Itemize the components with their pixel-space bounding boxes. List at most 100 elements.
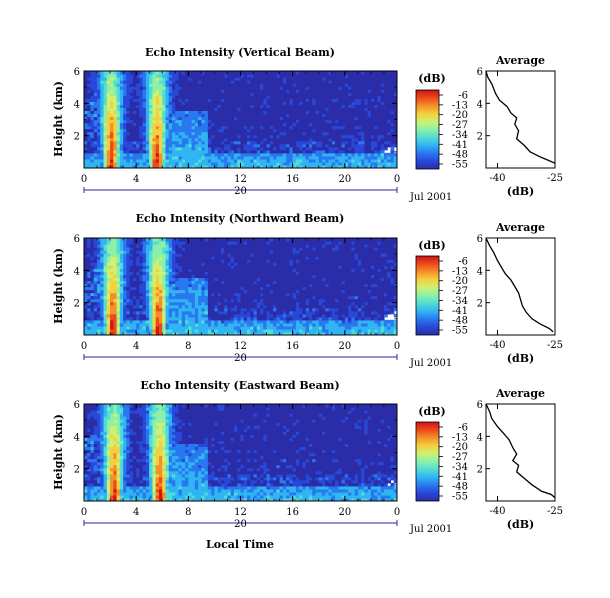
heat-cell <box>247 304 251 309</box>
heat-cell <box>149 322 154 327</box>
heat-cell <box>90 152 95 157</box>
heat-cell <box>380 83 385 87</box>
heat-cell <box>165 110 170 115</box>
heat-cell <box>90 125 95 130</box>
heat-cell <box>351 158 356 163</box>
heat-cell <box>158 244 163 248</box>
heat-cell <box>318 71 323 75</box>
heat-cell <box>380 152 385 157</box>
heat-cell <box>308 119 313 124</box>
heat-cell <box>240 116 245 121</box>
heat-cell <box>155 149 160 154</box>
heat-cell <box>110 307 114 312</box>
heat-cell <box>87 137 92 142</box>
heat-cell <box>136 286 141 291</box>
heat-cell <box>269 155 274 160</box>
heat-cell <box>155 143 160 148</box>
heat-cell <box>155 304 160 309</box>
heat-cell <box>123 283 127 288</box>
heat-cell <box>103 116 108 121</box>
heat-cell <box>233 283 238 288</box>
heat-cell <box>220 292 225 297</box>
heat-cell <box>299 89 304 93</box>
heat-cell <box>335 98 339 102</box>
heat-cell <box>214 247 219 251</box>
heat-cell <box>338 122 343 127</box>
heat-cell <box>204 256 209 260</box>
heat-cell <box>250 113 255 118</box>
heat-cell <box>139 107 144 112</box>
heat-cell <box>201 280 206 285</box>
heat-cell <box>155 247 160 251</box>
heat-cell <box>178 262 183 266</box>
heat-cell <box>240 316 245 321</box>
heat-cell <box>168 92 173 96</box>
heat-cell <box>90 268 95 272</box>
heat-cell <box>282 104 287 108</box>
heat-cell <box>175 265 180 269</box>
colorbar-tick-label: -48 <box>452 150 468 161</box>
heat-cell <box>181 250 186 254</box>
heat-cell <box>214 149 219 154</box>
heat-cell <box>119 289 124 294</box>
heat-cell <box>220 316 225 321</box>
heat-cell <box>84 298 88 303</box>
heat-cell <box>357 161 362 166</box>
heat-cell <box>123 77 127 81</box>
heat-cell <box>126 143 131 148</box>
heat-cell <box>315 74 320 78</box>
heat-cell <box>188 256 193 260</box>
heat-cell <box>263 95 268 99</box>
heat-cell <box>116 158 121 163</box>
heat-cell <box>84 143 88 148</box>
heat-cell <box>142 131 147 136</box>
heat-cell <box>191 71 196 75</box>
heat-cell <box>113 116 118 121</box>
heat-cell <box>204 83 209 87</box>
heat-cell <box>93 253 98 257</box>
heat-cell <box>207 277 212 282</box>
heat-cell <box>354 143 359 148</box>
heat-cell <box>132 137 137 142</box>
heat-cell <box>178 158 183 163</box>
heat-cell <box>84 310 88 315</box>
heat-cell <box>260 116 264 121</box>
heat-cell <box>217 113 222 118</box>
heat-cell <box>253 247 258 251</box>
heat-cell <box>155 77 160 81</box>
heat-cell <box>211 110 216 115</box>
heat-cell <box>344 155 349 160</box>
heat-cell <box>335 107 339 112</box>
heat-cell <box>132 262 137 266</box>
heat-cell <box>263 98 268 102</box>
heat-cell <box>100 298 105 303</box>
heat-cell <box>214 283 219 288</box>
heat-cell <box>168 328 173 333</box>
heat-cell <box>286 113 291 118</box>
heat-cell <box>119 146 124 151</box>
heat-cell <box>194 301 199 306</box>
heat-cell <box>357 158 362 163</box>
heat-cell <box>172 74 176 78</box>
heat-cell <box>155 71 160 75</box>
heat-cell <box>90 265 95 269</box>
heat-cell <box>370 131 375 136</box>
heat-cell <box>204 295 209 300</box>
heat-cell <box>201 113 206 118</box>
heat-cell <box>240 80 245 84</box>
heat-cell <box>100 238 105 242</box>
heat-cell <box>325 101 330 105</box>
heat-cell <box>106 280 111 285</box>
heat-cell <box>158 268 163 272</box>
heat-cell <box>230 298 235 303</box>
heat-cell <box>292 74 297 78</box>
heat-cell <box>289 149 294 154</box>
heat-cell <box>84 250 88 254</box>
heat-cell <box>90 71 95 75</box>
heat-cell <box>152 143 157 148</box>
heat-cell <box>377 152 382 157</box>
heat-cell <box>357 146 362 151</box>
heat-cell <box>100 244 105 248</box>
heat-cell <box>204 164 209 168</box>
heat-cell <box>295 152 300 157</box>
